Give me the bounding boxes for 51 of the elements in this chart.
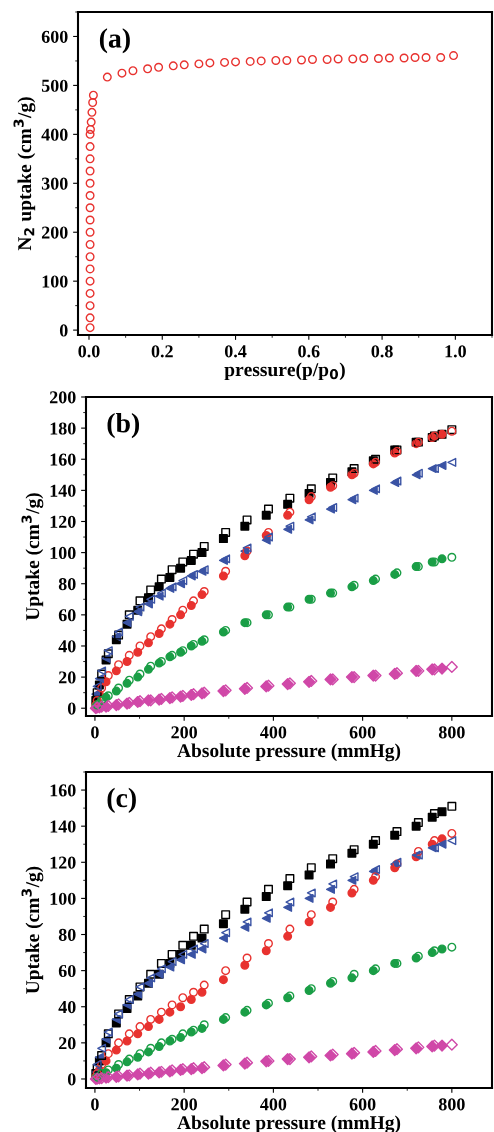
y-tick-label: 600 xyxy=(41,30,68,43)
x-tick-label: 600 xyxy=(349,1098,376,1111)
y-tick-label: 60 xyxy=(58,609,76,622)
y-axis-title: Uptake (cm$^{3}$/g) xyxy=(21,493,44,621)
x-tick-label: 0.4 xyxy=(224,345,247,358)
y-tick-label: 200 xyxy=(49,391,76,404)
y-tick-label: 100 xyxy=(50,546,76,560)
x-tick-label: 0.0 xyxy=(78,345,100,358)
y-tick-label: 140 xyxy=(50,484,76,497)
x-tick-label: 600 xyxy=(349,726,376,739)
y-tick-label: 0 xyxy=(67,1073,76,1086)
x-tick-label: 200 xyxy=(171,726,198,739)
y-tick-label: 40 xyxy=(58,640,76,653)
x-tick-label: 0.2 xyxy=(151,345,173,358)
y-axis-title: N$_{2}$ uptake (cm$^{3}$/g) xyxy=(13,97,36,251)
x-tick-label: 0 xyxy=(91,1098,99,1111)
y-tick-label: 40 xyxy=(58,1001,76,1014)
y-axis-title: Uptake (cm$^{3}$/g) xyxy=(21,866,44,994)
x-tick-label: 800 xyxy=(438,1098,465,1111)
x-tick-label: 400 xyxy=(260,726,287,739)
y-tick-label: 20 xyxy=(58,1037,76,1050)
y-tick-label: 500 xyxy=(41,79,68,92)
annotation: (b) xyxy=(107,412,140,439)
x-tick-label: 0 xyxy=(91,726,99,739)
x-tick-label: 1.0 xyxy=(445,345,466,358)
y-tick-label: 0 xyxy=(67,702,76,715)
y-tick-label: 100 xyxy=(42,275,68,288)
y-tick-label: 20 xyxy=(58,671,76,684)
y-tick-label: 80 xyxy=(58,577,76,591)
x-axis-title: pressure(p/p$_{0}$) xyxy=(224,362,345,381)
y-tick-label: 100 xyxy=(50,892,76,905)
y-tick-label: 300 xyxy=(41,177,68,190)
y-tick-label: 80 xyxy=(58,928,76,941)
y-tick-label: 140 xyxy=(50,820,76,833)
y-tick-label: 200 xyxy=(41,226,68,239)
y-tick-label: 120 xyxy=(50,515,76,528)
x-tick-label: 800 xyxy=(438,726,465,739)
y-tick-label: 160 xyxy=(50,784,76,797)
y-tick-label: 160 xyxy=(50,453,76,466)
y-tick-label: 120 xyxy=(50,856,76,869)
x-tick-label: 200 xyxy=(171,1098,198,1111)
y-tick-label: 0 xyxy=(59,324,68,337)
y-tick-label: 180 xyxy=(50,422,76,435)
x-tick-label: 0.6 xyxy=(298,345,320,358)
x-tick-label: 400 xyxy=(260,1098,287,1111)
y-tick-label: 400 xyxy=(41,128,68,141)
y-tick-label: 60 xyxy=(58,964,76,978)
annotation: (c) xyxy=(107,787,136,813)
x-axis-title: Absolute pressure (mmHg) xyxy=(177,743,401,762)
x-tick-label: 0.8 xyxy=(371,345,393,358)
annotation: (a) xyxy=(99,28,130,54)
